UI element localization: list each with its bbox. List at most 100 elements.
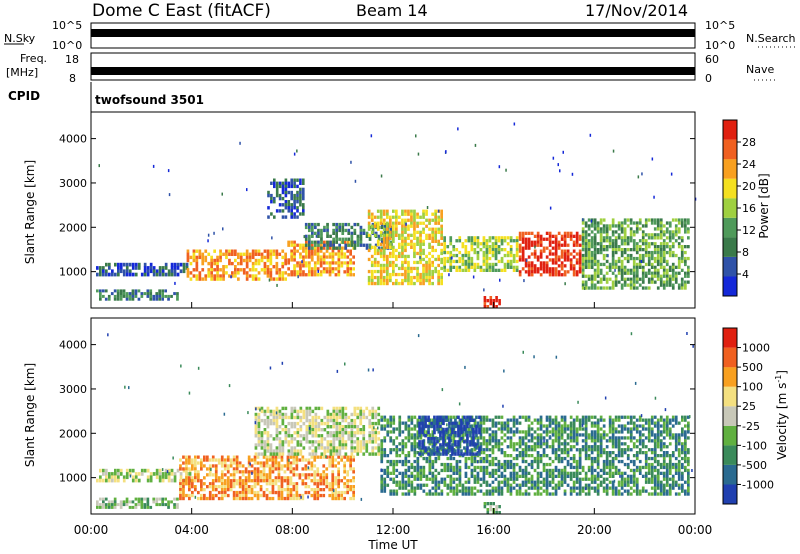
power-cell	[650, 253, 654, 258]
velocity-cell	[449, 480, 453, 484]
power-cell	[219, 258, 222, 263]
power-cell	[662, 242, 666, 246]
velocity-cell	[304, 490, 308, 495]
power-cell	[587, 277, 591, 281]
velocity-cell	[269, 443, 273, 447]
power-cell	[437, 272, 440, 277]
velocity-cell	[197, 496, 200, 501]
power-cell	[632, 256, 636, 261]
power-cell	[551, 234, 555, 238]
power-cell	[344, 246, 348, 250]
velocity-cell	[482, 471, 486, 475]
power-cell	[419, 278, 422, 283]
power-cell	[593, 283, 597, 287]
beam-label: Beam 14	[356, 1, 428, 20]
power-cell	[533, 270, 537, 274]
power-cell	[659, 248, 663, 252]
power-cell	[237, 255, 240, 260]
velocity-cell	[407, 439, 411, 443]
power-cell	[389, 221, 392, 225]
velocity-cell	[506, 477, 510, 481]
velocity-cell	[350, 446, 354, 450]
velocity-cell	[509, 430, 513, 434]
velocity-cell	[524, 436, 528, 440]
power-cell	[353, 222, 357, 227]
power-cell	[455, 253, 459, 258]
power-cell	[173, 262, 177, 267]
velocity-cell	[149, 505, 153, 509]
velocity-cell	[287, 443, 291, 447]
velocity-cell	[254, 446, 258, 450]
velocity-cell	[551, 474, 555, 478]
velocity-cell	[155, 497, 159, 501]
velocity-cell	[428, 471, 432, 475]
velocity-cell	[458, 480, 462, 484]
power-cell	[207, 268, 211, 272]
power-cell	[521, 240, 525, 244]
velocity-cell	[271, 485, 275, 489]
power-cell	[584, 259, 588, 264]
velocity-cell	[608, 418, 612, 422]
power-cell	[557, 258, 561, 262]
power-cell	[370, 224, 374, 228]
velocity-cell	[268, 467, 272, 471]
velocity-cell	[214, 485, 218, 489]
power-cell	[349, 270, 352, 274]
velocity-cell	[113, 503, 117, 507]
velocity-cell	[482, 442, 486, 446]
power-cell	[290, 181, 293, 185]
velocity-cell	[241, 479, 245, 483]
power-cell	[440, 212, 443, 216]
velocity-cell	[554, 451, 558, 455]
velocity-cell	[353, 425, 357, 429]
velocity-cell	[102, 468, 105, 473]
velocity-cell	[536, 427, 540, 431]
power-cell	[234, 249, 237, 253]
velocity-cell	[322, 488, 326, 492]
power-cell	[647, 242, 651, 246]
velocity-cell	[416, 465, 420, 470]
velocity-cell	[353, 440, 357, 444]
velocity-cell	[331, 493, 335, 498]
velocity-cell	[122, 478, 126, 483]
power-cell	[293, 196, 296, 201]
power-cell	[495, 296, 498, 300]
velocity-cell	[611, 465, 615, 470]
velocity-cell	[320, 452, 324, 456]
velocity-cell	[392, 439, 396, 443]
power-cell	[260, 255, 264, 260]
power-cell	[198, 271, 202, 275]
power-speck	[448, 273, 450, 277]
velocity-cell	[473, 465, 477, 470]
power-cell	[413, 209, 416, 213]
velocity-cell	[533, 480, 537, 484]
velocity-cell	[311, 415, 315, 420]
velocity-cell	[257, 434, 261, 438]
power-cell	[373, 263, 377, 268]
power-cell	[566, 255, 570, 259]
velocity-cell	[401, 483, 405, 487]
power-cell	[500, 259, 504, 264]
velocity-cell	[515, 454, 519, 458]
velocity-cell	[404, 468, 408, 473]
velocity-cell	[232, 485, 236, 489]
power-cell	[332, 222, 335, 227]
velocity-cell	[197, 470, 200, 474]
power-cell	[284, 203, 288, 207]
velocity-cell	[208, 473, 212, 477]
velocity-cell	[247, 488, 251, 492]
power-cell	[521, 267, 525, 271]
velocity-cell	[359, 406, 363, 411]
velocity-cell	[244, 479, 248, 483]
velocity-cell	[449, 483, 453, 487]
power-cell	[656, 245, 660, 249]
velocity-cell	[102, 472, 105, 476]
velocity-cell	[419, 436, 423, 440]
velocity-cell	[470, 424, 474, 428]
velocity-cell	[256, 493, 260, 498]
velocity-cell	[464, 430, 468, 434]
power-speck	[653, 195, 655, 199]
power-cell	[392, 248, 395, 253]
velocity-cell	[545, 418, 549, 422]
